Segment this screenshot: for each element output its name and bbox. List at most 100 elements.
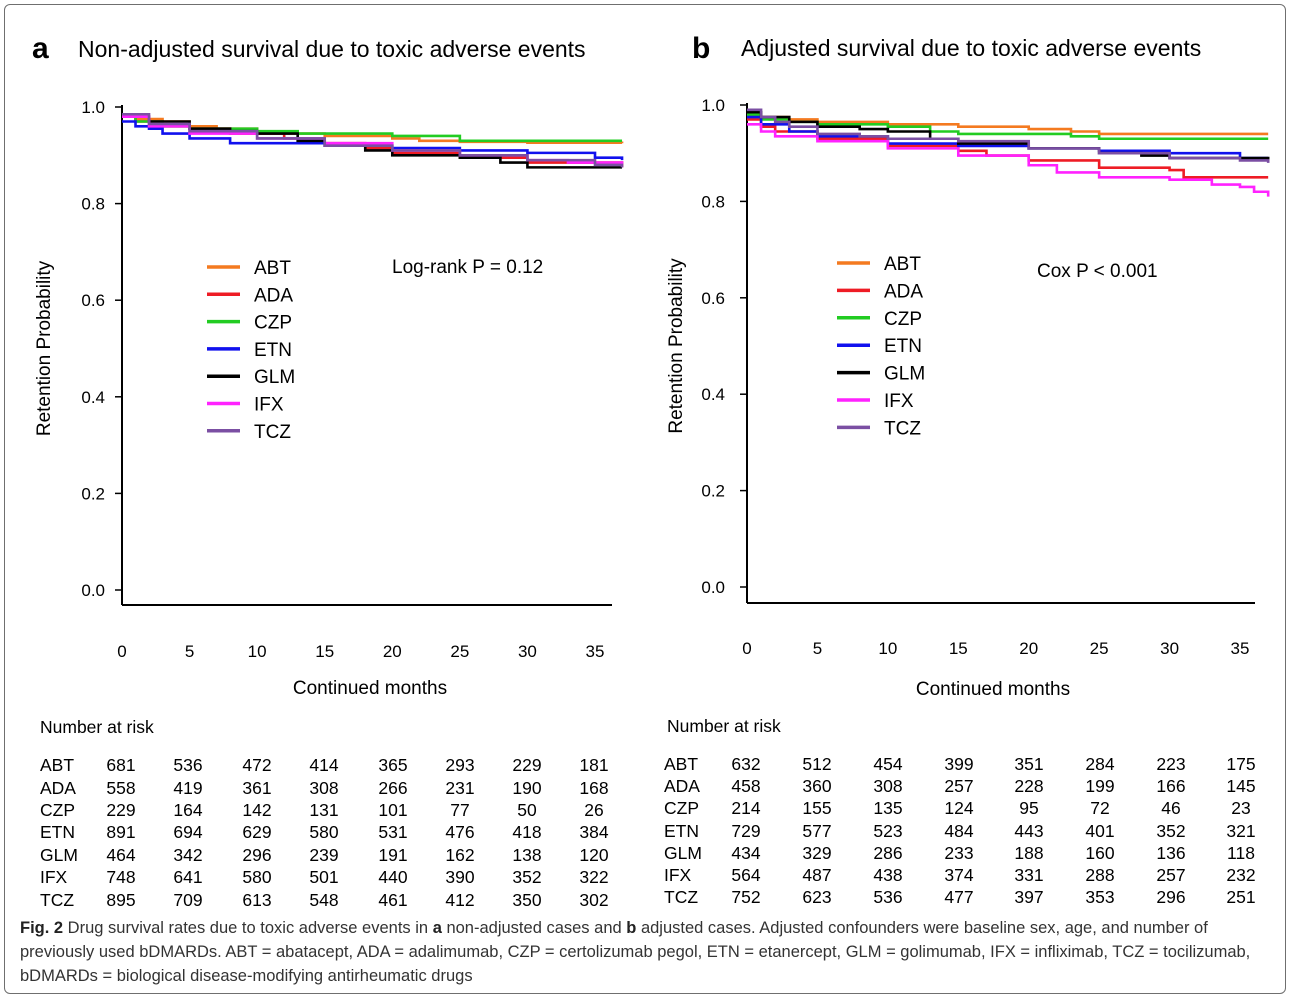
- legend-label-abt: ABT: [254, 258, 291, 279]
- risk-cell: 288: [1085, 865, 1114, 885]
- x-tick-label: 30: [518, 642, 537, 661]
- risk-cell: 419: [173, 778, 202, 798]
- x-tick-label: 20: [383, 642, 402, 661]
- risk-cell: 580: [309, 822, 338, 842]
- y-axis-label: Retention Probability: [666, 258, 687, 434]
- risk-cell: 131: [309, 800, 338, 820]
- risk-cell: 232: [1226, 865, 1255, 885]
- risk-cell: 548: [309, 890, 338, 910]
- y-tick-label: 0.6: [701, 289, 725, 308]
- risk-cell: 136: [1156, 843, 1185, 863]
- risk-cell: 329: [802, 843, 831, 863]
- legend-label-etn: ETN: [884, 336, 922, 357]
- risk-cell: 120: [579, 845, 608, 865]
- x-tick-label: 0: [742, 639, 751, 658]
- risk-cell: 191: [378, 845, 407, 865]
- risk-cell: 895: [106, 890, 135, 910]
- chart-title: Adjusted survival due to toxic adverse e…: [741, 35, 1201, 61]
- legend-label-tcz: TCZ: [254, 422, 291, 443]
- risk-cell: 296: [242, 845, 271, 865]
- risk-row-label: ETN: [664, 821, 699, 841]
- x-tick-label: 10: [878, 639, 897, 658]
- risk-cell: 233: [944, 843, 973, 863]
- risk-row-label: ABT: [664, 754, 698, 774]
- risk-cell: 145: [1226, 776, 1255, 796]
- risk-cell: 434: [731, 843, 760, 863]
- y-axis-label: Retention Probability: [34, 260, 55, 436]
- y-tick-label: 0.8: [81, 195, 105, 214]
- risk-cell: 681: [106, 755, 135, 775]
- risk-cell: 613: [242, 890, 271, 910]
- risk-cell: 401: [1085, 821, 1114, 841]
- x-tick-label: 35: [1231, 639, 1250, 658]
- risk-cell: 438: [873, 865, 902, 885]
- legend-label-glm: GLM: [884, 364, 925, 385]
- y-tick-label: 0.2: [701, 482, 725, 501]
- risk-cell: 418: [512, 822, 541, 842]
- risk-cell: 228: [1014, 776, 1043, 796]
- risk-cell: 321: [1226, 821, 1255, 841]
- risk-cell: 632: [731, 754, 760, 774]
- legend-label-ada: ADA: [254, 285, 293, 306]
- risk-cell: 286: [873, 843, 902, 863]
- risk-cell: 384: [579, 822, 608, 842]
- risk-cell: 484: [944, 821, 973, 841]
- risk-cell: 229: [106, 800, 135, 820]
- series-line-etn: [122, 120, 624, 161]
- chart-panel-b: b Adjusted survival due to toxic adverse …: [666, 32, 1270, 700]
- legend-label-abt: ABT: [884, 254, 921, 275]
- risk-cell: 26: [584, 800, 603, 820]
- risk-cell: 160: [1085, 843, 1114, 863]
- risk-cell: 512: [802, 754, 831, 774]
- risk-cell: 440: [378, 867, 407, 887]
- risk-cell: 443: [1014, 821, 1043, 841]
- risk-cell: 293: [445, 755, 474, 775]
- risk-cell: 181: [579, 755, 608, 775]
- x-axis-label: Continued months: [293, 678, 447, 699]
- risk-cell: 752: [731, 887, 760, 907]
- risk-cell: 164: [173, 800, 202, 820]
- risk-cell: 322: [579, 867, 608, 887]
- risk-cell: 472: [242, 755, 271, 775]
- risk-cell: 308: [309, 778, 338, 798]
- risk-cell: 564: [731, 865, 760, 885]
- risk-cell: 748: [106, 867, 135, 887]
- caption-fig-label: Fig. 2: [20, 919, 64, 937]
- risk-cell: 77: [450, 800, 469, 820]
- risk-cell: 729: [731, 821, 760, 841]
- x-tick-label: 10: [248, 642, 267, 661]
- risk-cell: 190: [512, 778, 541, 798]
- legend: ABT ADA CZP ETN GLM IFX TCZ: [837, 254, 925, 439]
- caption-text-3: adjusted cases. Adjusted confounders wer…: [20, 919, 1251, 985]
- x-tick-label: 35: [586, 642, 605, 661]
- risk-row-label: ADA: [40, 778, 76, 798]
- risk-cell: 464: [106, 845, 135, 865]
- risk-cell: 352: [512, 867, 541, 887]
- risk-row-label: CZP: [40, 800, 75, 820]
- caption-text-1: Drug survival rates due to toxic adverse…: [63, 919, 433, 937]
- risk-cell: 214: [731, 798, 760, 818]
- y-tick-label: 0.2: [81, 484, 105, 503]
- y-tick-label: 0.4: [81, 388, 105, 407]
- risk-row-label: ABT: [40, 755, 74, 775]
- x-tick-label: 15: [949, 639, 968, 658]
- x-tick-label: 0: [117, 642, 126, 661]
- risk-cell: 138: [512, 845, 541, 865]
- series-line-tcz: [747, 108, 1270, 163]
- risk-cell: 629: [242, 822, 271, 842]
- y-tick-label: 1.0: [81, 98, 105, 117]
- figure-caption: Fig. 2 Drug survival rates due to toxic …: [20, 916, 1270, 988]
- risk-cell: 641: [173, 867, 202, 887]
- risk-cell: 399: [944, 754, 973, 774]
- risk-cell: 390: [445, 867, 474, 887]
- risk-cell: 577: [802, 821, 831, 841]
- figure-canvas: a Non-adjusted survival due to toxic adve…: [32, 32, 1270, 910]
- risk-cell: 477: [944, 887, 973, 907]
- risk-cell: 251: [1226, 887, 1255, 907]
- risk-cell: 891: [106, 822, 135, 842]
- risk-row-label: ADA: [664, 776, 700, 796]
- risk-row-label: GLM: [664, 843, 702, 863]
- risk-cell: 476: [445, 822, 474, 842]
- x-axis-label: Continued months: [916, 679, 1070, 700]
- risk-cell: 709: [173, 890, 202, 910]
